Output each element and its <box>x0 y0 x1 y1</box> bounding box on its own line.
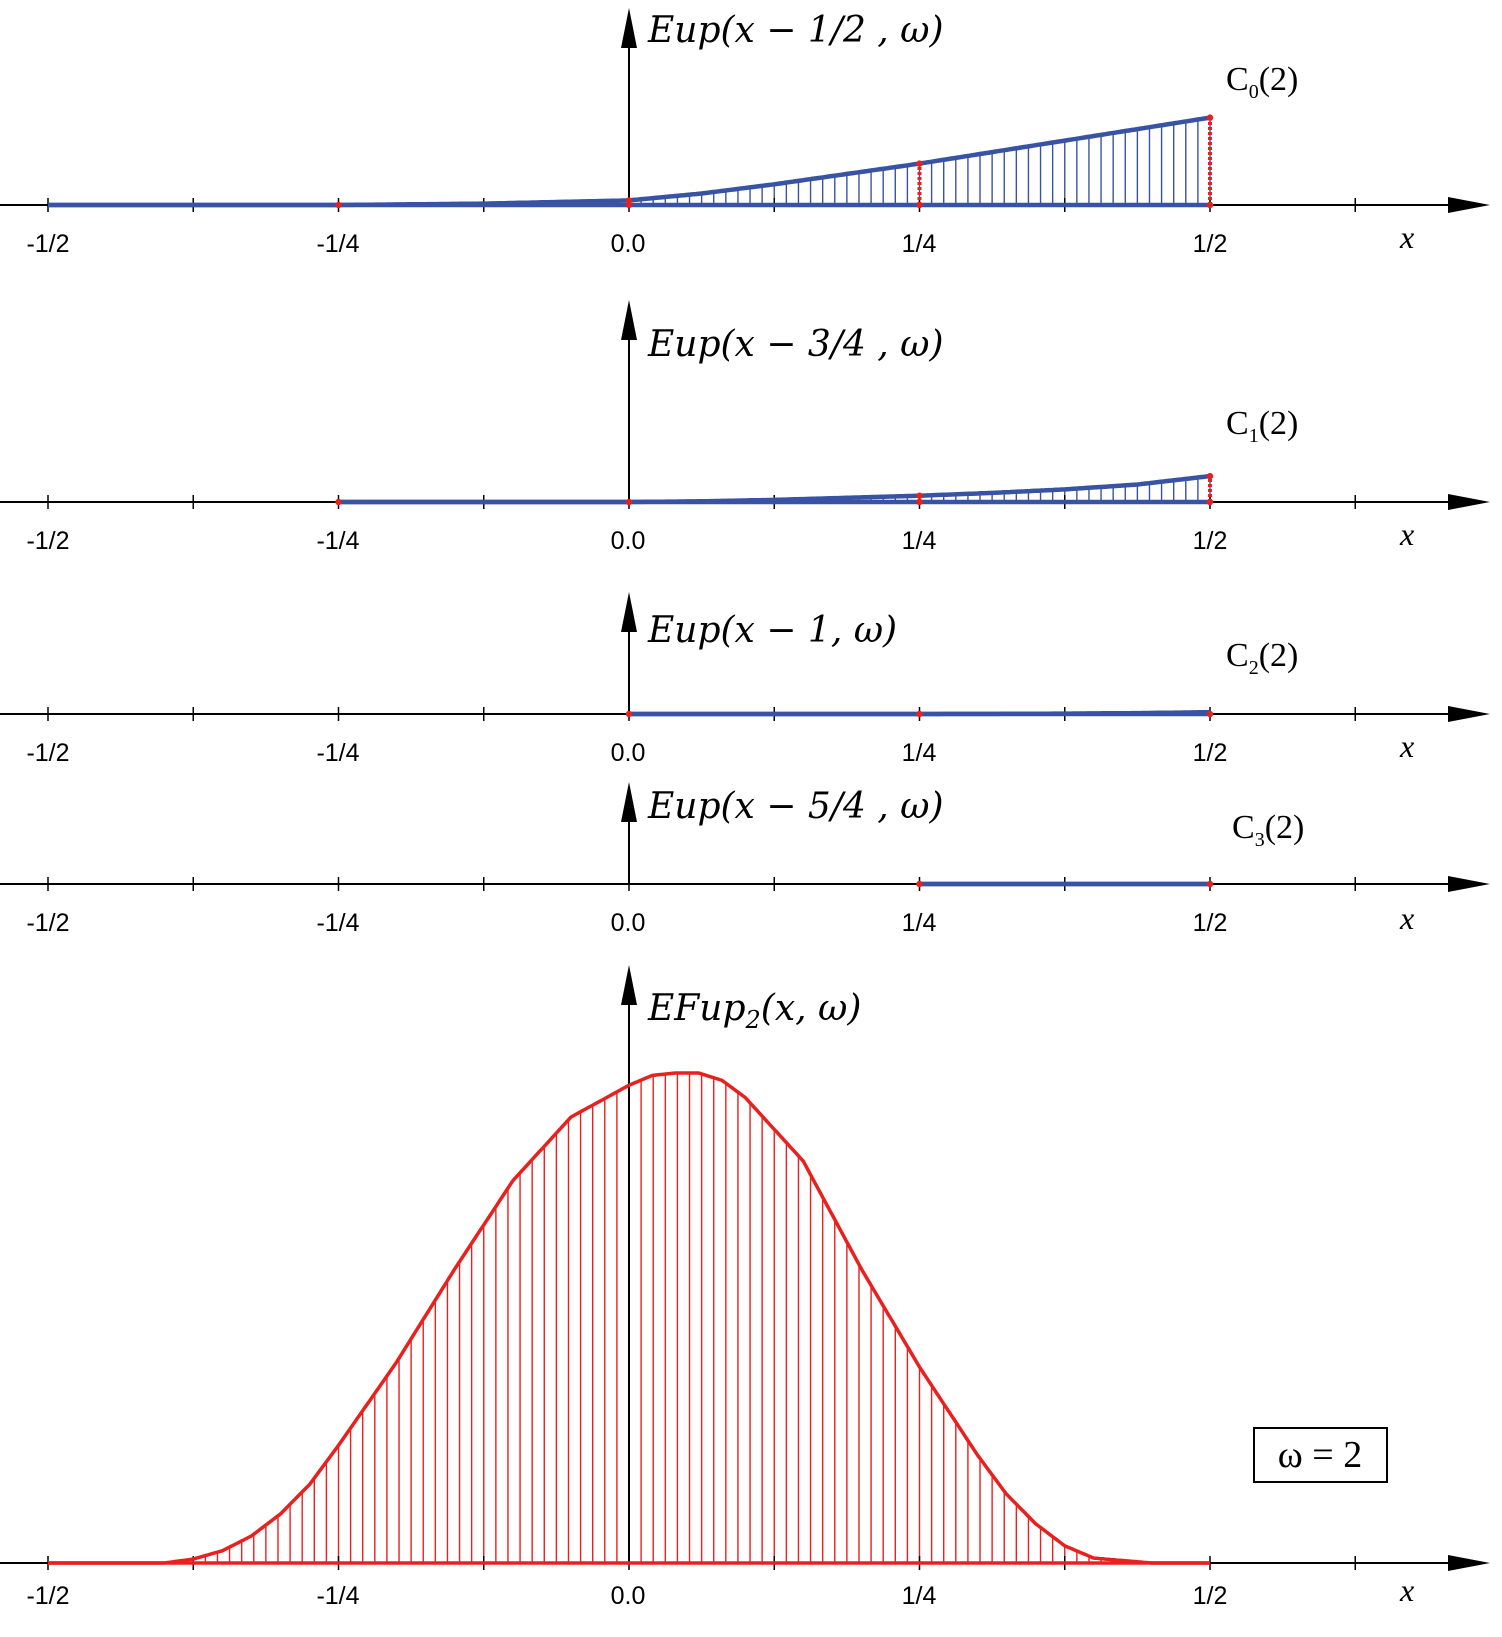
panel-0-tick-label: 1/2 <box>1193 230 1228 258</box>
panel-0-node-top <box>625 197 633 204</box>
panel-1-tick-label: -1/2 <box>26 527 69 555</box>
panel-0-x-axis-arrow <box>1448 197 1490 213</box>
panel-1-y-axis-arrow <box>621 300 637 340</box>
panel-0-coef-label: C0(2) <box>1226 61 1298 103</box>
panel-0-y-axis-arrow <box>621 8 637 48</box>
panel-2-coef-c: C <box>1226 637 1249 674</box>
panel-3-tick-label: -1/2 <box>26 909 69 937</box>
panel-4-tick-label: -1/4 <box>316 1582 359 1610</box>
panel-3-tick-label: 0.0 <box>611 909 646 937</box>
panel-3: Eup(x − 5/4 , ω) C3(2) -1/2 -1/4 0.0 1/4… <box>26 786 1414 937</box>
panel-4-series-line <box>48 1071 1210 1565</box>
panel-3-coef-arg: (2) <box>1265 809 1305 846</box>
panel-3-x-axis-arrow <box>1448 876 1490 892</box>
panel-4-tick-label: 1/2 <box>1193 1582 1228 1610</box>
panel-0-node-point <box>335 201 342 209</box>
omega-box-frame <box>1253 1427 1388 1483</box>
panel-1-tick-label: 1/4 <box>902 527 937 555</box>
panel-0-tick-label: -1/2 <box>26 230 69 258</box>
panel-1-node-top <box>916 492 923 499</box>
panel-1-y-label: Eup(x − 3/4 , ω) <box>647 324 944 365</box>
panel-0-coef-c: C <box>1226 61 1249 98</box>
panel-2-node-point <box>1206 710 1214 718</box>
panel-4-y-label-rest: (x, ω) <box>761 988 862 1029</box>
panel-2-tick-label: 1/4 <box>902 739 937 767</box>
panel-2-coef-arg: (2) <box>1259 637 1299 674</box>
panel-3-tick-label: -1/4 <box>316 909 359 937</box>
panel-1-tick-label: -1/4 <box>316 527 359 555</box>
panel-3-coef-label: C3(2) <box>1232 809 1304 851</box>
panel-0-y-label: Eup(x − 1/2 , ω) <box>647 10 944 51</box>
panel-1-coef-label: C1(2) <box>1226 405 1298 447</box>
panel-2-x-axis-label: x <box>1399 728 1414 764</box>
panel-4-tick-label: 1/4 <box>902 1582 937 1610</box>
panel-1-tick-label: 0.0 <box>611 527 646 555</box>
panel-3-node-point <box>916 880 923 888</box>
panel-4-x-axis-arrow <box>1448 1555 1490 1571</box>
panel-0: Eup(x − 1/2 , ω) C0(2) -1/2 -1/4 0.0 1/4… <box>26 10 1414 258</box>
panel-0-node-top <box>1206 114 1214 121</box>
panel-1-coef-arg: (2) <box>1259 405 1299 442</box>
panel-3-node-point <box>1206 880 1214 888</box>
panel-3-tick-label: 1/4 <box>902 909 937 937</box>
panel-2-coef-sub: 2 <box>1249 657 1259 679</box>
panel-0-node-top <box>916 160 923 167</box>
panel-4-y-axis-arrow <box>621 965 637 1005</box>
panel-2-node-point <box>916 710 923 718</box>
panel-2-y-label: Eup(x − 1, ω) <box>647 610 897 651</box>
panel-4-tick-label: -1/2 <box>26 1582 69 1610</box>
panel-3-x-axis-label: x <box>1399 900 1414 936</box>
panel-3-coef-sub: 3 <box>1255 829 1265 851</box>
panel-2-coef-label: C2(2) <box>1226 637 1298 679</box>
panel-1-x-axis-arrow <box>1448 494 1490 510</box>
panel-1-tick-label: 1/2 <box>1193 527 1228 555</box>
panel-2-x-axis-arrow <box>1448 706 1490 722</box>
panel-4: EFup2(x, ω) -1/2 -1/4 0.0 1/4 1/2 x ω = … <box>26 988 1414 1610</box>
chart-marks <box>0 8 1490 1571</box>
panel-0-tick-label: 1/4 <box>902 230 937 258</box>
panel-1-coef-sub: 1 <box>1249 425 1259 447</box>
panel-0-tick-label: 0.0 <box>611 230 646 258</box>
panel-1-series-line <box>338 473 1211 505</box>
panel-1-node-point <box>335 498 342 506</box>
panel-2-tick-label: -1/2 <box>26 739 69 767</box>
omega-label: ω = 2 <box>1278 1434 1362 1476</box>
panel-2-y-axis-arrow <box>621 592 637 632</box>
panel-0-x-axis-label: x <box>1399 219 1414 255</box>
panel-2-node-point <box>625 710 633 718</box>
panel-2: Eup(x − 1, ω) C2(2) -1/2 -1/4 0.0 1/4 1/… <box>26 610 1414 767</box>
panel-3-y-axis-arrow <box>621 782 637 822</box>
panel-0-coef-arg: (2) <box>1259 61 1299 98</box>
panel-1-node-top <box>1206 472 1214 480</box>
panel-4-y-label-sub: 2 <box>745 1006 761 1034</box>
panel-0-coef-sub: 0 <box>1249 81 1259 103</box>
panel-3-tick-label: 1/2 <box>1193 909 1228 937</box>
panel-3-y-label: Eup(x − 5/4 , ω) <box>647 786 944 827</box>
panel-1-coef-c: C <box>1226 405 1249 442</box>
panel-1: Eup(x − 3/4 , ω) C1(2) -1/2 -1/4 0.0 1/4… <box>26 324 1414 555</box>
panel-4-y-label-main: EFup <box>647 988 746 1029</box>
omega-box: ω = 2 <box>1253 1427 1388 1483</box>
panel-3-coef-c: C <box>1232 809 1255 846</box>
panel-4-x-axis-label: x <box>1399 1572 1414 1608</box>
panel-1-x-axis-label: x <box>1399 516 1414 552</box>
panel-2-tick-label: -1/4 <box>316 739 359 767</box>
panel-4-tick-label: 0.0 <box>611 1582 646 1610</box>
panel-0-tick-label: -1/4 <box>316 230 359 258</box>
panel-1-node-point <box>625 498 633 506</box>
panel-2-tick-label: 1/2 <box>1193 739 1228 767</box>
panel-4-y-label: EFup2(x, ω) <box>647 988 861 1034</box>
panel-2-tick-label: 0.0 <box>611 739 646 767</box>
